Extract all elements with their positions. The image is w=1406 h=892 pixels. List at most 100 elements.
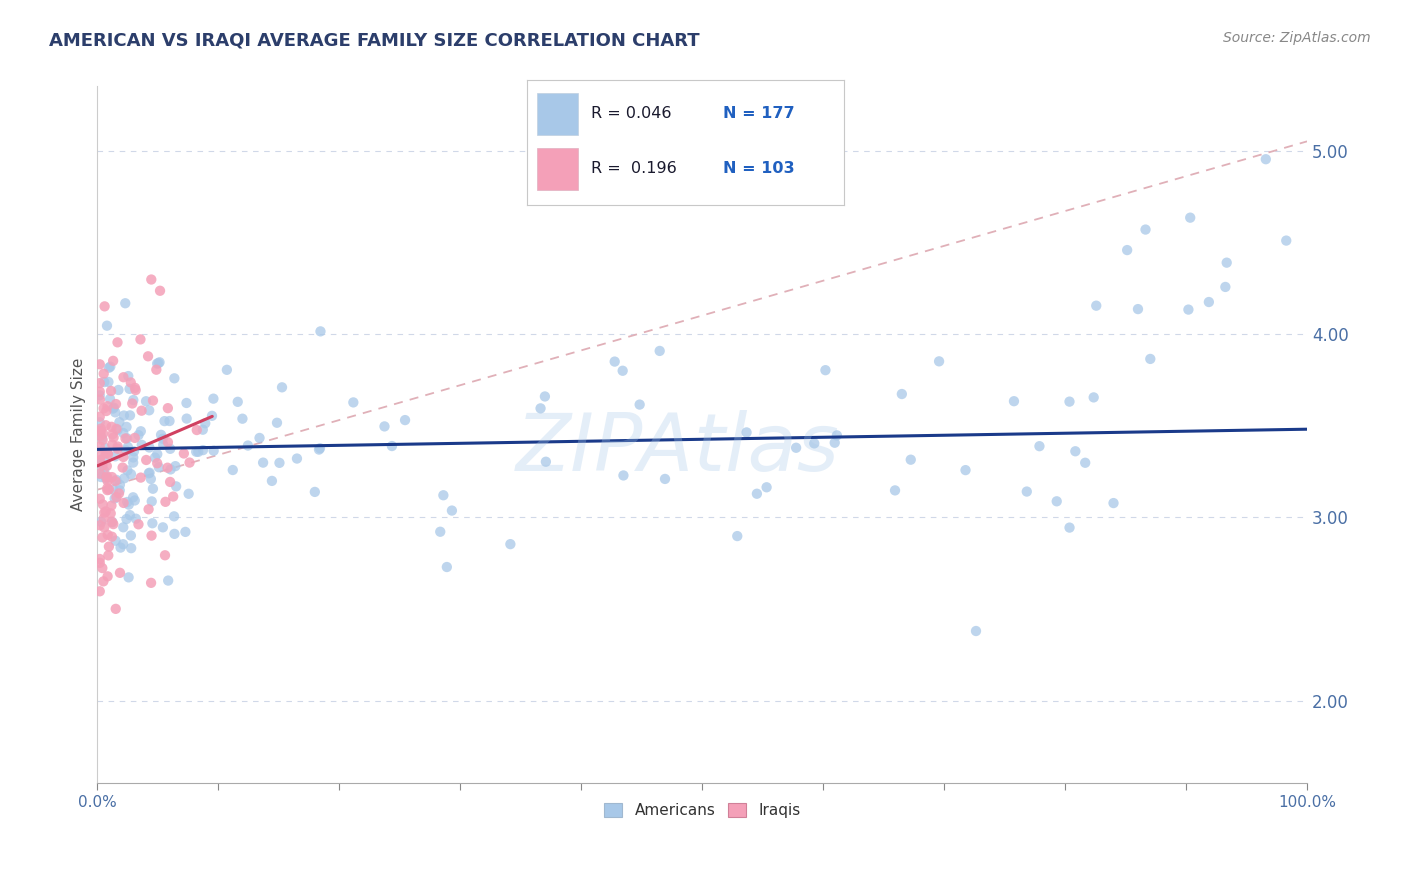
Point	[97, 569, 120, 583]
Point	[104, 397, 127, 411]
Point	[1116, 243, 1139, 257]
Point	[165, 459, 187, 474]
Text: N = 177: N = 177	[723, 106, 794, 121]
Point	[101, 483, 124, 497]
Point	[101, 427, 124, 442]
Point	[236, 438, 259, 452]
Point	[163, 371, 186, 385]
Point	[138, 403, 160, 417]
Point	[112, 409, 135, 423]
Point	[89, 424, 111, 438]
Point	[165, 479, 187, 493]
Point	[103, 517, 125, 532]
Point	[534, 455, 557, 469]
Point	[118, 409, 141, 423]
Point	[215, 363, 238, 377]
Point	[1180, 211, 1202, 225]
Point	[1083, 391, 1105, 405]
Point	[824, 435, 846, 450]
Point	[163, 527, 186, 541]
Point	[96, 470, 118, 484]
Point	[101, 401, 124, 416]
Point	[97, 528, 120, 542]
Point	[152, 520, 174, 534]
Point	[138, 502, 160, 516]
Point	[94, 471, 117, 485]
Point	[89, 467, 111, 481]
Point	[529, 401, 551, 416]
Point	[928, 354, 950, 368]
Point	[89, 457, 111, 471]
Point	[90, 515, 112, 529]
Point	[139, 472, 162, 486]
Point	[803, 436, 825, 450]
Point	[114, 296, 136, 310]
Point	[122, 491, 145, 505]
Point	[1198, 295, 1220, 310]
Point	[89, 456, 111, 470]
Point	[381, 439, 404, 453]
Point	[1126, 302, 1149, 317]
Point	[159, 414, 181, 428]
Point	[90, 425, 112, 440]
Point	[89, 376, 111, 391]
Point	[98, 360, 121, 375]
Point	[98, 392, 121, 406]
Point	[117, 440, 139, 454]
Point	[1015, 484, 1038, 499]
Point	[105, 473, 128, 487]
Point	[755, 480, 778, 494]
Point	[1254, 152, 1277, 166]
Point	[153, 549, 176, 563]
Point	[141, 272, 163, 286]
Point	[97, 549, 120, 563]
Point	[108, 415, 131, 429]
Point	[93, 574, 115, 589]
Point	[91, 561, 114, 575]
Point	[96, 469, 118, 483]
Point	[1177, 302, 1199, 317]
Point	[152, 438, 174, 452]
Point	[149, 284, 172, 298]
Point	[100, 384, 122, 398]
Point	[101, 515, 124, 529]
Point	[89, 453, 111, 467]
Point	[1215, 280, 1237, 294]
Point	[304, 484, 326, 499]
Point	[107, 335, 129, 350]
Point	[499, 537, 522, 551]
Point	[141, 516, 163, 531]
Point	[101, 470, 124, 484]
Point	[1064, 444, 1087, 458]
Point	[436, 560, 458, 574]
Point	[226, 394, 249, 409]
Point	[127, 517, 149, 532]
Point	[89, 428, 111, 442]
Point	[89, 357, 111, 371]
Point	[440, 503, 463, 517]
Point	[93, 520, 115, 534]
Point	[136, 349, 159, 363]
Point	[89, 409, 111, 424]
Point	[725, 529, 748, 543]
Point	[112, 450, 135, 464]
Point	[179, 456, 201, 470]
Point	[115, 443, 138, 458]
Point	[148, 460, 170, 475]
Point	[93, 375, 115, 389]
Point	[612, 364, 634, 378]
Point	[965, 624, 987, 638]
Point	[94, 504, 117, 518]
Point	[118, 508, 141, 523]
Point	[124, 383, 146, 397]
Point	[129, 424, 152, 438]
Point	[131, 438, 153, 452]
Point	[118, 498, 141, 512]
Point	[1085, 299, 1108, 313]
Point	[266, 416, 288, 430]
Point	[93, 367, 115, 381]
Point	[146, 357, 169, 371]
Point	[89, 556, 111, 570]
Point	[122, 456, 145, 470]
Point	[91, 431, 114, 445]
